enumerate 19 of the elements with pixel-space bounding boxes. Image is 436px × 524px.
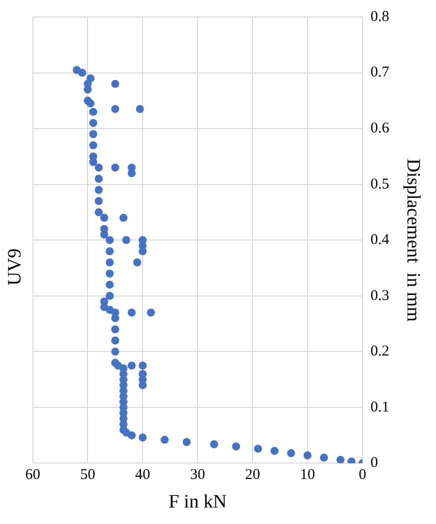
x-tick-label: 50 (80, 467, 96, 484)
x-tick-label: 10 (300, 467, 316, 484)
x-tick-label: 30 (190, 467, 206, 484)
y-tick-label: 0.3 (370, 288, 390, 304)
x-tick-label: 20 (245, 467, 260, 484)
x-tick-label: 40 (135, 467, 150, 484)
x-tick-label: 0 (358, 467, 366, 484)
x-tick-label: 60 (25, 467, 40, 484)
y-tick-label: 0 (370, 455, 378, 472)
y-axis-title: Displacement in mm (402, 158, 424, 322)
x-axis-title: F in kN (168, 492, 227, 513)
y-tick-label: 0.7 (370, 64, 390, 81)
y-tick-label: 0.5 (370, 176, 390, 192)
y-tick-label: 0.2 (370, 344, 390, 360)
y-tick-label: 0.6 (370, 120, 390, 136)
y-tick-label: 0.8 (370, 8, 390, 25)
text: UV9 (4, 248, 26, 286)
y-tick-label: 0.4 (370, 232, 390, 248)
y-tick-label: 0.1 (370, 399, 390, 416)
